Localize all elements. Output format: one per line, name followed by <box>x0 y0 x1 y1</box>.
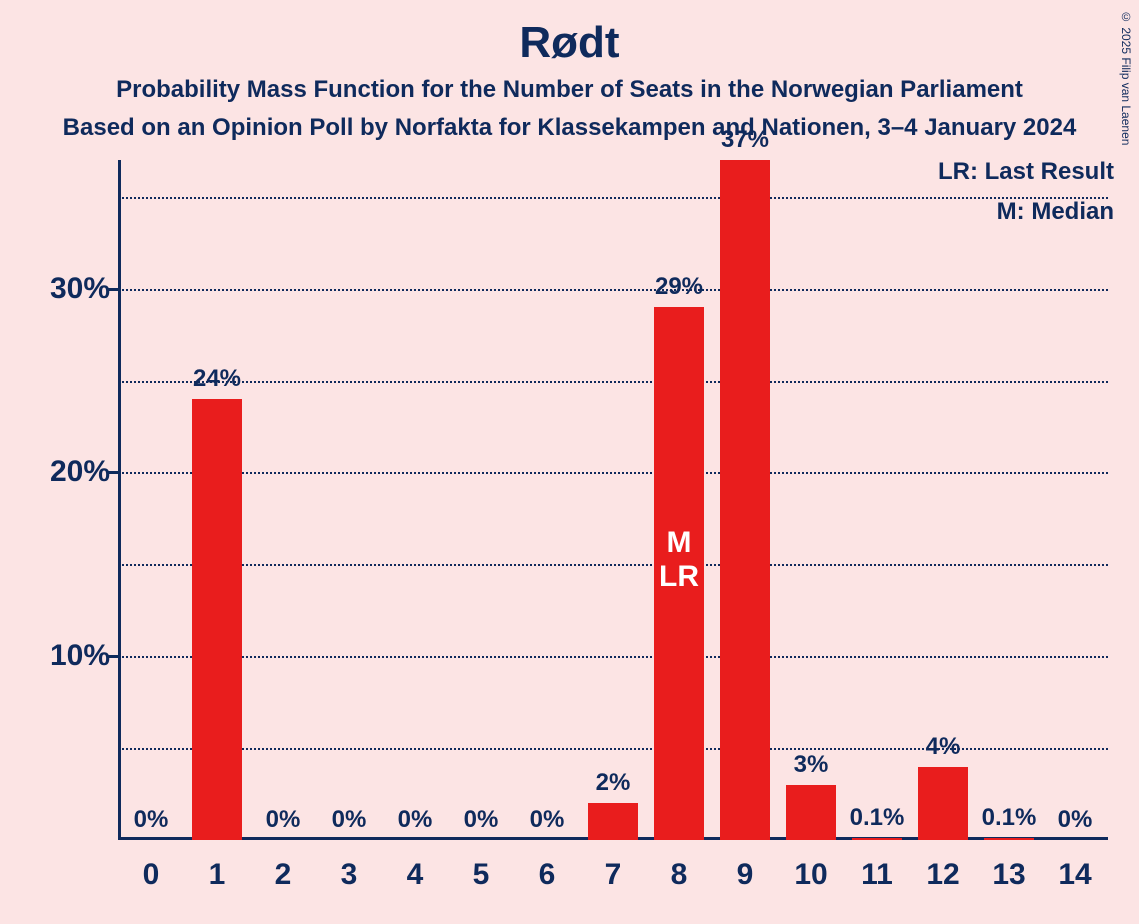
x-tick-label: 6 <box>539 858 556 892</box>
x-tick-label: 12 <box>926 858 959 892</box>
x-tick-label: 13 <box>992 858 1025 892</box>
chart-title: Rødt <box>0 18 1139 68</box>
x-tick-label: 2 <box>275 858 292 892</box>
gridline <box>118 656 1108 658</box>
bar <box>192 399 242 840</box>
y-tick-mark <box>108 471 118 474</box>
x-tick-label: 8 <box>671 858 688 892</box>
y-tick-mark <box>108 288 118 291</box>
bar-value-label: 0% <box>332 806 367 834</box>
bar <box>720 160 770 840</box>
bar <box>984 838 1034 840</box>
bar <box>918 767 968 841</box>
bar-value-label: 0% <box>266 806 301 834</box>
y-tick-label: 10% <box>20 639 110 673</box>
gridline <box>118 197 1108 199</box>
bar-value-label: 2% <box>596 769 631 797</box>
copyright-text: © 2025 Filip van Laenen <box>1119 10 1133 145</box>
x-tick-label: 9 <box>737 858 754 892</box>
gridline <box>118 289 1108 291</box>
x-tick-label: 11 <box>861 858 893 892</box>
y-tick-mark <box>108 655 118 658</box>
bar-value-label: 4% <box>926 733 961 761</box>
x-tick-label: 1 <box>209 858 226 892</box>
x-tick-label: 10 <box>794 858 827 892</box>
chart-subtitle-2: Based on an Opinion Poll by Norfakta for… <box>0 114 1139 142</box>
bar-annotation-median-lr: MLR <box>659 526 699 595</box>
gridline <box>118 381 1108 383</box>
bar-value-label: 0% <box>530 806 565 834</box>
x-tick-label: 3 <box>341 858 358 892</box>
x-tick-label: 7 <box>605 858 622 892</box>
y-axis <box>118 160 121 840</box>
x-tick-label: 14 <box>1058 858 1091 892</box>
x-tick-label: 5 <box>473 858 490 892</box>
bar-value-label: 24% <box>193 365 241 393</box>
gridline <box>118 564 1108 566</box>
x-tick-label: 4 <box>407 858 424 892</box>
bar-value-label: 0% <box>134 806 169 834</box>
bar-value-label: 0% <box>1058 806 1093 834</box>
chart-plot-area: 10%20%30%0%024%10%20%30%40%50%62%729%837… <box>118 160 1108 840</box>
x-tick-label: 0 <box>143 858 160 892</box>
y-tick-label: 30% <box>20 272 110 306</box>
bar <box>588 803 638 840</box>
bar-value-label: 0% <box>464 806 499 834</box>
bar-value-label: 3% <box>794 751 829 779</box>
y-tick-label: 20% <box>20 455 110 489</box>
gridline <box>118 472 1108 474</box>
chart-subtitle-1: Probability Mass Function for the Number… <box>0 76 1139 104</box>
bar-value-label: 0.1% <box>982 804 1037 832</box>
bar-value-label: 29% <box>655 273 703 301</box>
bar-value-label: 0% <box>398 806 433 834</box>
bar-value-label: 0.1% <box>850 804 905 832</box>
bar <box>852 838 902 840</box>
bar-value-label: 37% <box>721 126 769 154</box>
bar <box>786 785 836 840</box>
